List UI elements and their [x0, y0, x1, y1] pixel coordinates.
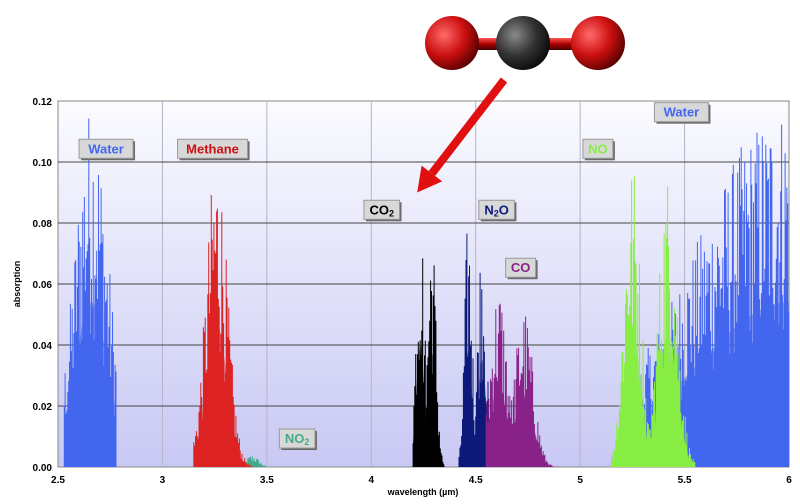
x-tick-label: 3.5: [260, 475, 274, 486]
axes-layer: 2.5 3 3.5 4 4.5 5 5.5 6 0.00 0.02 0.04 0.06 0.08 0.10…: [33, 97, 793, 486]
label-text: Water: [664, 105, 700, 120]
x-axis-title: wavelength (µm): [387, 487, 459, 497]
series-layer: [63, 118, 790, 467]
y-tick-label: 0.02: [33, 402, 53, 413]
molecule-illustration: [425, 16, 625, 70]
y-tick-label: 0.10: [33, 158, 53, 169]
label-water: Water: [78, 138, 136, 161]
y-tick-label: 0.12: [33, 97, 53, 108]
carbon-atom: [496, 16, 550, 70]
x-tick-label: 5.5: [678, 475, 692, 486]
label-text: Water: [88, 141, 124, 156]
series-core-co2: [413, 353, 445, 467]
series-core-co: [486, 394, 570, 467]
x-tick-label: 6: [786, 475, 792, 486]
series-core-co2: [413, 345, 445, 467]
series-core-water: [64, 302, 117, 467]
series-co: [485, 303, 570, 467]
x-tick-label: 2.5: [51, 475, 65, 486]
x-tick-label: 4: [369, 475, 375, 486]
label-text: CO: [511, 260, 531, 275]
series-core-no: [611, 327, 695, 467]
x-tick-label: 3: [160, 475, 166, 486]
arrow-head: [417, 165, 443, 193]
label-no: NO: [582, 138, 615, 161]
label-text: N2O: [484, 202, 509, 218]
oxygen-atom-left: [425, 16, 479, 70]
x-tick-label: 5: [577, 475, 583, 486]
label-text: Methane: [186, 141, 239, 156]
y-tick-label: 0.06: [33, 280, 53, 291]
label-box: [505, 257, 537, 278]
label-box: [582, 138, 614, 159]
oxygen-atom-right: [571, 16, 625, 70]
y-axis-title: absorption: [12, 261, 22, 308]
label-box: [177, 138, 249, 159]
label-box: [653, 102, 709, 123]
y-tick-label: 0.00: [33, 463, 53, 474]
x-tick-label: 4.5: [469, 475, 483, 486]
label-co2: CO2: [363, 199, 402, 222]
label-n2o: N2O: [478, 199, 517, 222]
label-text: NO2: [285, 431, 310, 447]
series-core-no: [611, 334, 695, 467]
series-no: [611, 176, 696, 467]
label-text: NO: [588, 141, 608, 156]
label-box: [363, 199, 401, 220]
label-box: [478, 199, 515, 220]
y-tick-label: 0.04: [33, 341, 53, 352]
label-co: CO: [505, 257, 538, 280]
label-water: Water: [653, 102, 711, 124]
label-box: [78, 138, 134, 159]
label-text: CO2: [369, 202, 394, 218]
species-labels: Water Methane CO2 N2O CO NO Water NO2: [78, 102, 711, 451]
series-methane: [193, 195, 263, 467]
arrow-shaft: [428, 77, 508, 176]
series-core-n2o: [459, 350, 497, 467]
label-no2: NO2: [278, 428, 317, 451]
label-methane: Methane: [177, 138, 250, 161]
series-core-methane: [193, 324, 263, 467]
series-co2: [412, 258, 445, 467]
arrow-annotation: [417, 77, 508, 193]
y-tick-label: 0.08: [33, 219, 53, 230]
label-box: [278, 428, 316, 449]
